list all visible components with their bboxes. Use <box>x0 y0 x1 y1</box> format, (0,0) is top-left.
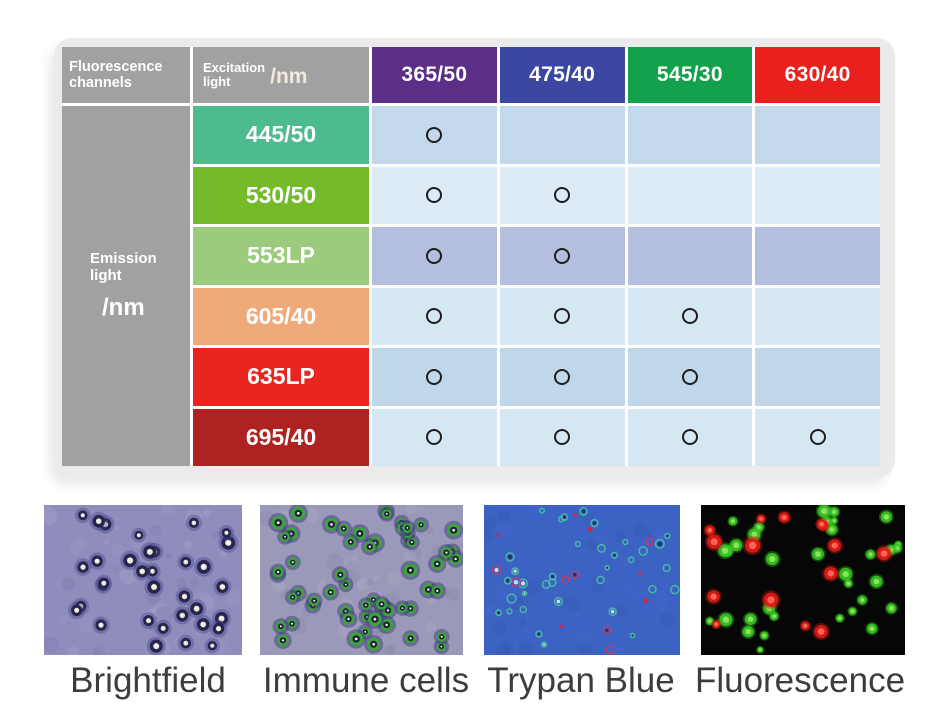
matrix-cell-695/40-365/50 <box>372 408 497 466</box>
mark-circle-icon <box>426 126 443 143</box>
matrix-cell-530/50-545/30 <box>627 166 753 224</box>
mark-circle-icon <box>554 308 571 325</box>
corner-header-cell: Fluorescence channels <box>62 47 190 103</box>
mark-circle-icon <box>554 429 571 446</box>
mark-circle-icon <box>554 368 571 385</box>
mark-circle-icon <box>426 247 443 264</box>
specimen-image-trypan-blue <box>484 505 680 655</box>
matrix-cell-445/50-630/40 <box>755 106 880 164</box>
mark-circle-icon <box>681 308 698 325</box>
captions-row: Brightfield Immune cells Trypan Blue Flu… <box>0 661 952 719</box>
matrix-cell-605/40-630/40 <box>755 287 880 345</box>
emission-axis-cell: Emission light/nm <box>62 106 190 466</box>
specimen-image-immune-cells <box>260 505 463 655</box>
mark-circle-icon <box>426 187 443 204</box>
mark-circle-icon <box>809 429 826 446</box>
matrix-cell-635LP-545/30 <box>627 348 753 406</box>
matrix-cell-445/50-545/30 <box>627 106 753 164</box>
caption-trypan-blue: Trypan Blue <box>487 661 675 700</box>
mark-circle-icon <box>554 187 571 204</box>
specimen-image-fluorescence <box>701 505 905 655</box>
emission-filter-label-635LP: 635LP <box>193 348 369 406</box>
specimen-image-brightfield <box>44 505 242 655</box>
mark-circle-icon <box>681 429 698 446</box>
matrix-cell-695/40-475/40 <box>499 408 625 466</box>
matrix-cell-530/50-630/40 <box>755 166 880 224</box>
matrix-cell-605/40-545/30 <box>627 287 753 345</box>
emission-filter-label-695/40: 695/40 <box>193 408 369 466</box>
matrix-cell-635LP-630/40 <box>755 348 880 406</box>
mark-circle-icon <box>426 308 443 325</box>
mark-circle-icon <box>554 247 571 264</box>
emission-filter-label-605/40: 605/40 <box>193 287 369 345</box>
caption-fluorescence: Fluorescence <box>694 661 906 700</box>
matrix-cell-553LP-630/40 <box>755 227 880 285</box>
matrix-cell-445/50-365/50 <box>372 106 497 164</box>
matrix-cell-605/40-475/40 <box>499 287 625 345</box>
matrix-cell-695/40-630/40 <box>755 408 880 466</box>
excitation-header-630/40: 630/40 <box>755 47 880 103</box>
excitation-header-365/50: 365/50 <box>372 47 497 103</box>
caption-brightfield: Brightfield <box>70 661 226 700</box>
excitation-unit-header-cell: Excitation light/nm <box>193 47 369 103</box>
excitation-header-545/30: 545/30 <box>627 47 753 103</box>
matrix-cell-695/40-545/30 <box>627 408 753 466</box>
matrix-cell-530/50-475/40 <box>499 166 625 224</box>
matrix-cell-445/50-475/40 <box>499 106 625 164</box>
matrix-cell-530/50-365/50 <box>372 166 497 224</box>
emission-filter-label-530/50: 530/50 <box>193 166 369 224</box>
matrix-cell-553LP-545/30 <box>627 227 753 285</box>
matrix-cell-553LP-365/50 <box>372 227 497 285</box>
mark-circle-icon <box>426 368 443 385</box>
excitation-header-475/40: 475/40 <box>499 47 625 103</box>
mark-circle-icon <box>681 368 698 385</box>
mark-circle-icon <box>426 429 443 446</box>
matrix-cell-553LP-475/40 <box>499 227 625 285</box>
emission-filter-label-445/50: 445/50 <box>193 106 369 164</box>
matrix-cell-605/40-365/50 <box>372 287 497 345</box>
emission-filter-label-553LP: 553LP <box>193 227 369 285</box>
matrix-cell-635LP-365/50 <box>372 348 497 406</box>
fluorescence-channel-table: Fluorescence channels Excitation light/nm 36… <box>62 47 880 466</box>
excitation-unit: /nm <box>270 65 308 88</box>
caption-immune-cells: Immune cells <box>262 661 470 700</box>
filter-table-panel: Fluorescence channels Excitation light/nm 36… <box>54 38 895 478</box>
emission-unit: /nm <box>102 294 145 322</box>
matrix-cell-635LP-475/40 <box>499 348 625 406</box>
